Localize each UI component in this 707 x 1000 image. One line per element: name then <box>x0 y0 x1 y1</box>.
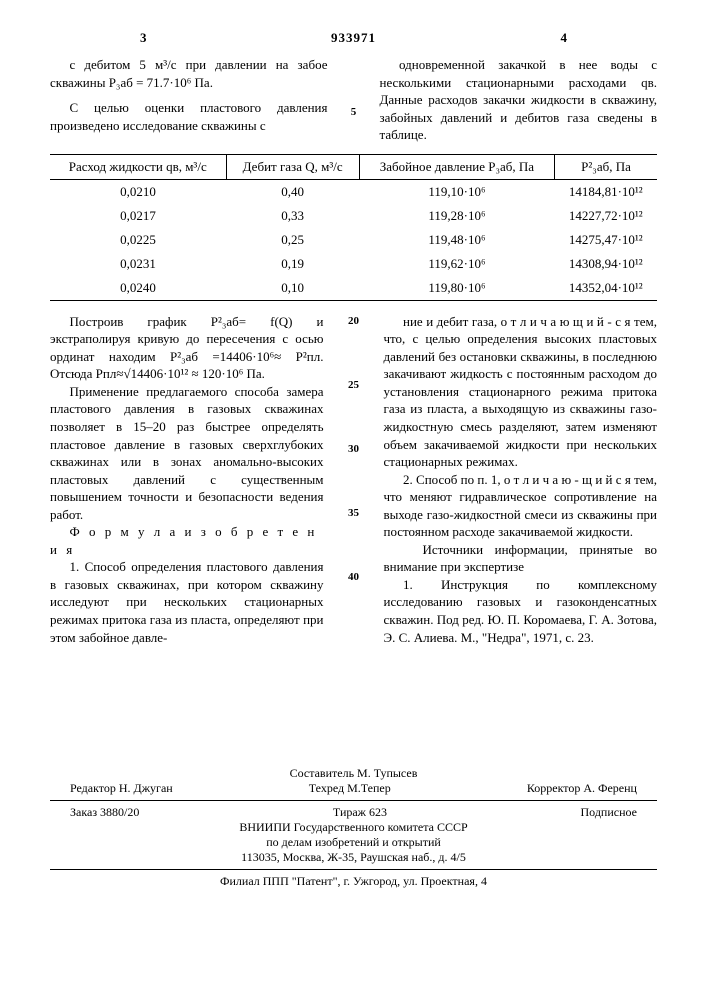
table-row: 0,02250,25119,48·10⁶14275,47·10¹² <box>50 228 657 252</box>
body-right-column: ние и дебит газа, о т л и ч а ю щ и й - … <box>384 313 658 646</box>
tirage: Тираж 623 <box>333 805 387 820</box>
footer-rule <box>50 800 657 801</box>
data-table: Расход жидкости qв, м³/с Дебит газа Q, м… <box>50 154 657 301</box>
col-header: Расход жидкости qв, м³/с <box>50 154 226 179</box>
order-number: Заказ 3880/20 <box>70 805 139 820</box>
table-body: 0,02100,40119,10·10⁶14184,81·10¹² 0,0217… <box>50 179 657 300</box>
footer: Составитель М. Тупысев Редактор Н. Джуга… <box>50 766 657 889</box>
body-left-column: Построив график P²₃аб= f(Q) и экстраполи… <box>50 313 324 646</box>
line-marker: 35 <box>348 507 359 519</box>
body-right-p1: ние и дебит газа, о т л и ч а ю щ и й - … <box>384 313 658 471</box>
col-header: Дебит газа Q, м³/с <box>226 154 359 179</box>
subscription: Подписное <box>581 805 638 820</box>
sources-title: Источники информации, принятые во вниман… <box>384 541 658 576</box>
tech-editor: Техред М.Тепер <box>309 781 391 796</box>
top-right-column: одновременной закачкой в нее воды с неск… <box>380 56 658 144</box>
body-left-p1: Построив график P²₃аб= f(Q) и экстраполи… <box>50 313 324 383</box>
col-header: Забойное давление P₃аб, Па <box>359 154 554 179</box>
line-marker-5: 5 <box>348 56 360 144</box>
top-left-text-1: с дебитом 5 м³/с при давлении на забое с… <box>50 56 328 91</box>
line-marker: 30 <box>348 443 359 455</box>
table-row: 0,02170,33119,28·10⁶14227,72·10¹² <box>50 204 657 228</box>
page-number-left: 3 <box>140 30 147 46</box>
top-left-text-2: С целью оценки пластового давления произ… <box>50 99 328 134</box>
line-marker: 25 <box>348 379 359 391</box>
formula-title: Ф о р м у л а и з о б р е т е н и я <box>50 523 324 558</box>
order-row: Заказ 3880/20 Тираж 623 Подписное <box>50 805 657 820</box>
table-header-row: Расход жидкости qв, м³/с Дебит газа Q, м… <box>50 154 657 179</box>
org-line-1: ВНИИПИ Государственного комитета СССР <box>50 820 657 835</box>
footer-rule <box>50 869 657 870</box>
line-marker: 20 <box>348 315 359 327</box>
body-columns: Построив график P²₃аб= f(Q) и экстраполи… <box>50 313 657 646</box>
corrector: Корректор А. Ференц <box>527 781 637 796</box>
top-right-text: одновременной закачкой в нее воды с неск… <box>380 56 658 144</box>
editor: Редактор Н. Джуган <box>70 781 173 796</box>
table-row: 0,02310,19119,62·10⁶14308,94·10¹² <box>50 252 657 276</box>
line-markers: 20 25 30 35 40 <box>344 313 364 646</box>
page-header: 3 933971 4 <box>50 30 657 50</box>
compiler-line: Составитель М. Тупысев <box>50 766 657 781</box>
col-header: P²₃аб, Па <box>555 154 657 179</box>
table-row: 0,02400,10119,80·10⁶14352,04·10¹² <box>50 276 657 301</box>
page-number-right: 4 <box>561 30 568 46</box>
body-right-p2: 2. Способ по п. 1, о т л и ч а ю - щ и й… <box>384 471 658 541</box>
top-columns: с дебитом 5 м³/с при давлении на забое с… <box>50 56 657 144</box>
credits-row: Редактор Н. Джуган Техред М.Тепер Коррек… <box>50 781 657 796</box>
line-marker: 40 <box>348 571 359 583</box>
top-left-column: с дебитом 5 м³/с при давлении на забое с… <box>50 56 328 144</box>
body-right-p3: 1. Инструкция по комплексному исследован… <box>384 576 658 646</box>
org-line-2: по делам изобретений и открытий <box>50 835 657 850</box>
branch-line: Филиал ППП "Патент", г. Ужгород, ул. Про… <box>50 874 657 889</box>
table-row: 0,02100,40119,10·10⁶14184,81·10¹² <box>50 179 657 204</box>
body-left-p2: Применение предлагаемого способа замера … <box>50 383 324 523</box>
address-line: 113035, Москва, Ж-35, Раушская наб., д. … <box>50 850 657 865</box>
body-left-p3: 1. Способ определения пластового давлени… <box>50 558 324 646</box>
document-number: 933971 <box>331 30 376 45</box>
